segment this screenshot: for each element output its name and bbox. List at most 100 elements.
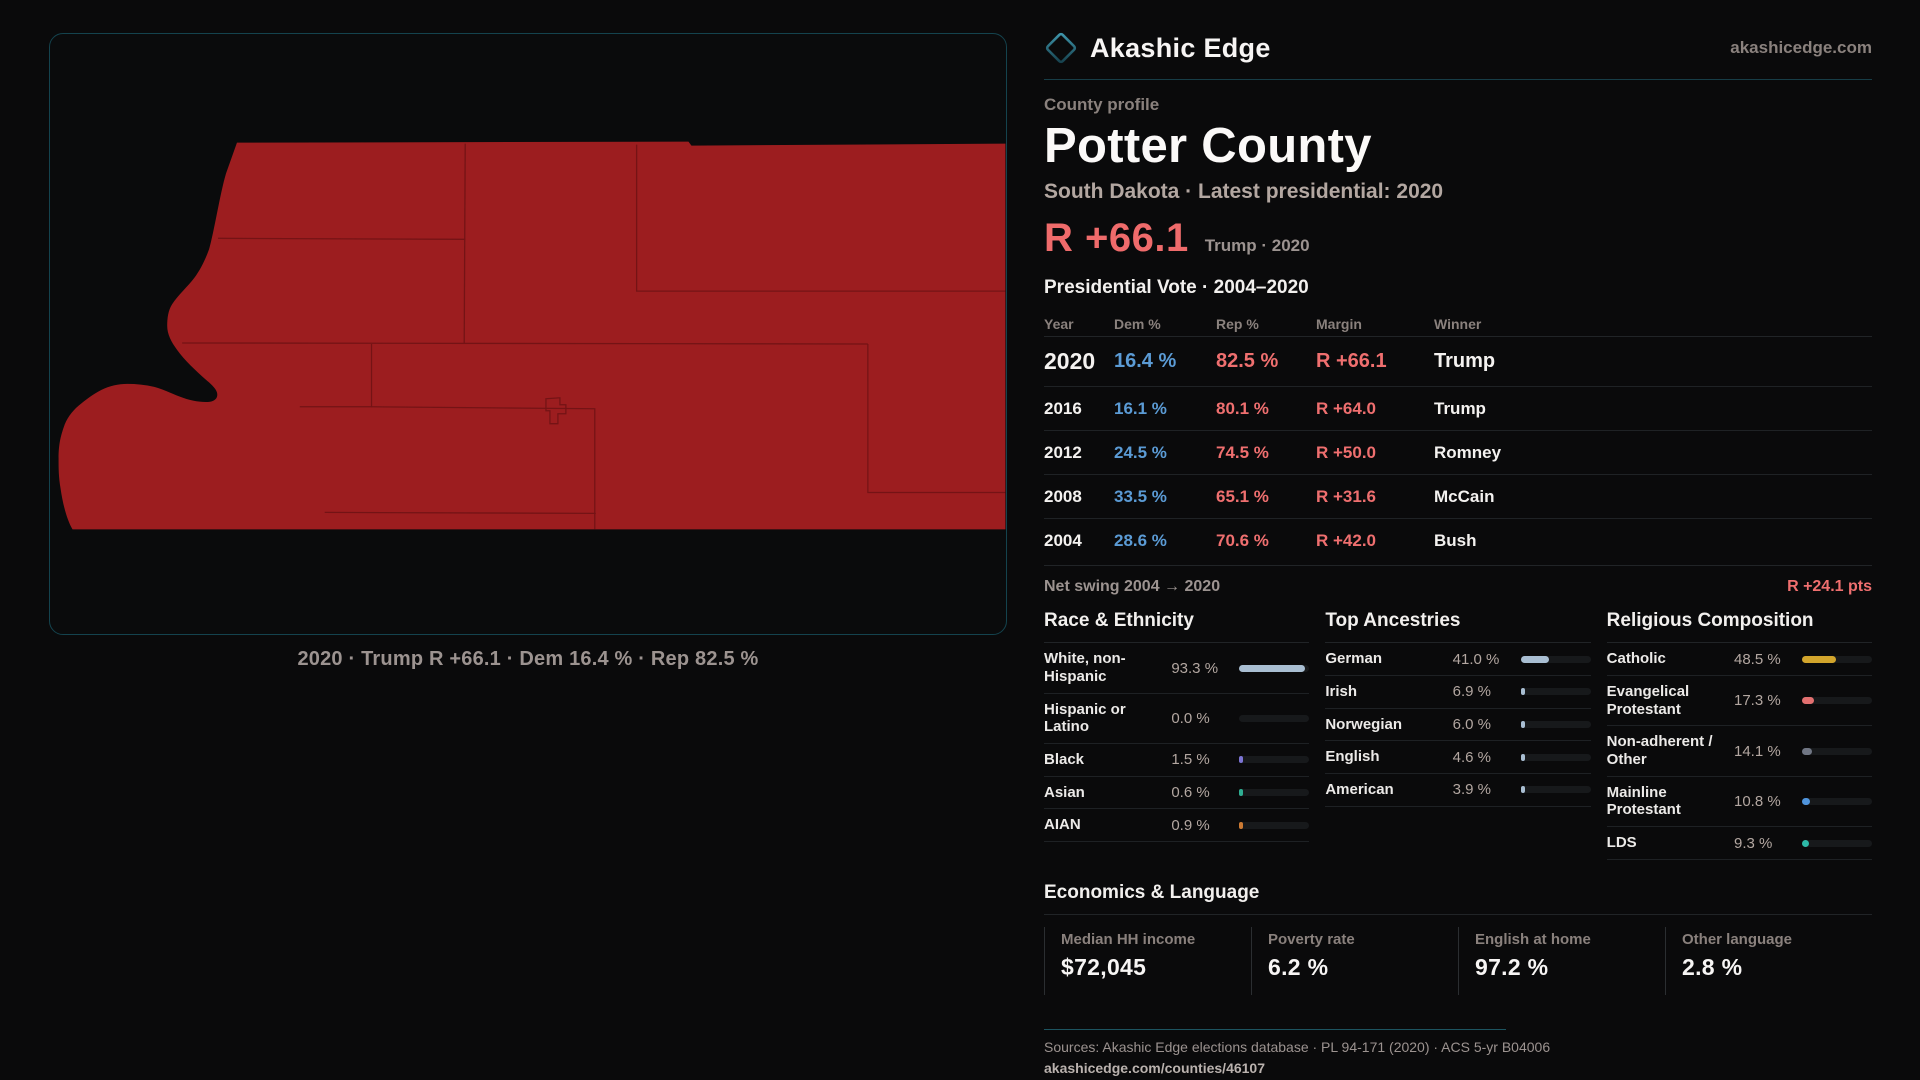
cell-dem: 28.6 %	[1114, 531, 1167, 551]
stat-row: Norwegian 6.0 %	[1325, 709, 1591, 742]
stat-bar-fill	[1802, 655, 1836, 663]
stat-bar	[1520, 786, 1591, 794]
stat-row: Irish 6.9 %	[1325, 676, 1591, 709]
stat-row: English 4.6 %	[1325, 741, 1591, 775]
net-swing-label: Net swing 2004 → 2020	[1044, 578, 1221, 596]
cell-year: 2012	[1044, 442, 1082, 462]
stat-row: American 3.9 %	[1325, 774, 1591, 807]
stat-value: 3.9 %	[1452, 781, 1492, 799]
diamond-logo-icon	[1045, 32, 1077, 64]
stat-bar-fill	[1239, 789, 1244, 797]
cell-dem: 16.4 %	[1114, 350, 1177, 373]
stat-row: LDS 9.3 %	[1606, 827, 1872, 860]
econ-stat: Poverty rate 6.2 %	[1251, 926, 1458, 995]
econ-stat: Other language 2.8 %	[1665, 926, 1872, 995]
econ-stat: English at home 97.2 %	[1458, 926, 1665, 995]
stat-bar-fill	[1802, 747, 1812, 755]
cell-year: 2020	[1044, 348, 1096, 375]
county-map	[58, 141, 1006, 530]
stat-row: White, non-Hispanic 93.3 %	[1044, 643, 1310, 694]
net-swing-value: R +24.1 pts	[1787, 578, 1872, 596]
stat-value: 0.9 %	[1171, 816, 1210, 834]
net-swing-row: Net swing 2004 → 2020 R +24.1 pts	[1044, 565, 1872, 596]
econ-stat-label: Poverty rate	[1268, 930, 1355, 948]
cell-rep: 74.5 %	[1216, 442, 1269, 462]
cell-margin: R +64.0	[1316, 398, 1377, 418]
stat-bar	[1239, 664, 1310, 672]
cell-dem: 16.1 %	[1114, 398, 1167, 418]
econ-stat-label: Median HH income	[1061, 930, 1196, 948]
column-header-dem: Dem %	[1114, 315, 1161, 332]
margin-callout: R +66.1 Trump · 2020	[1044, 216, 1872, 261]
stat-value: 17.3 %	[1734, 692, 1781, 710]
column-header-winner: Winner	[1434, 315, 1482, 332]
map-caption: 2020 · Trump R +66.1 · Dem 16.4 % · Rep …	[297, 648, 759, 670]
economics-section: Economics & Language Median HH income $72…	[1044, 882, 1872, 995]
stat-bar-fill	[1239, 821, 1244, 829]
brand: Akashic Edge	[1044, 31, 1271, 65]
stat-value: 93.3 %	[1171, 659, 1219, 677]
table-row: 2004 28.6 % 70.6 % R +42.0 Bush	[1044, 519, 1872, 563]
stat-label: LDS	[1606, 834, 1637, 852]
margin-value: R +66.1	[1044, 216, 1189, 261]
stat-value: 4.6 %	[1452, 748, 1492, 766]
column-header-rep: Rep %	[1216, 315, 1259, 332]
stat-value: 1.5 %	[1171, 751, 1210, 769]
margin-context: Trump · 2020	[1204, 236, 1310, 256]
brand-domain-link[interactable]: akashicedge.com	[1730, 38, 1872, 57]
county-profile-panel: Akashic Edge akashicedge.com County prof…	[1044, 28, 1872, 1078]
stat-row: Asian 0.6 %	[1044, 777, 1310, 810]
stat-label: Evangelical Protestant	[1606, 683, 1690, 718]
cell-rep: 80.1 %	[1216, 398, 1269, 418]
stat-label: Irish	[1325, 683, 1358, 701]
stat-bar-fill	[1802, 797, 1810, 805]
stat-bar-fill	[1520, 688, 1526, 696]
cell-margin: R +66.1	[1316, 350, 1387, 373]
footer-divider	[1044, 1028, 1506, 1030]
stat-bar-fill	[1802, 839, 1809, 847]
demo-column: Top Ancestries German 41.0 % Irish 6.9 % Norw…	[1325, 610, 1591, 860]
stat-bar	[1802, 839, 1872, 847]
demographics-grid: Race & Ethnicity White, non-Hispanic 93.3 …	[1044, 610, 1872, 860]
stat-bar-fill	[1239, 756, 1244, 764]
stat-row: AIAN 0.9 %	[1044, 809, 1310, 843]
cell-year: 2004	[1044, 531, 1082, 551]
stat-bar	[1802, 655, 1872, 663]
table-row: 2012 24.5 % 74.5 % R +50.0 Romney	[1044, 431, 1872, 476]
column-header-margin: Margin	[1316, 315, 1362, 332]
section-title: Top Ancestries	[1325, 610, 1591, 644]
cell-year: 2016	[1044, 398, 1082, 418]
column-header-year: Year	[1044, 315, 1074, 332]
econ-stat-value: 97.2 %	[1475, 953, 1549, 980]
cell-rep: 65.1 %	[1216, 486, 1269, 506]
stat-value: 14.1 %	[1734, 742, 1781, 760]
econ-stat: Median HH income $72,045	[1044, 926, 1251, 995]
econ-stat-value: $72,045	[1061, 953, 1147, 980]
stat-value: 6.9 %	[1452, 683, 1492, 701]
county-url-link[interactable]: akashicedge.com/counties/46107	[1044, 1059, 1265, 1076]
stat-label: Norwegian	[1325, 715, 1403, 733]
stat-bar-fill	[1520, 655, 1550, 663]
table-row: 2016 16.1 % 80.1 % R +64.0 Trump	[1044, 387, 1872, 432]
stat-row: Black 1.5 %	[1044, 744, 1310, 777]
stat-value: 48.5 %	[1734, 650, 1781, 668]
table-row: 2008 33.5 % 65.1 % R +31.6 McCain	[1044, 475, 1872, 520]
stat-bar-fill	[1520, 786, 1525, 794]
stat-label: Non-adherent / Other	[1606, 733, 1713, 769]
demo-column: Religious Composition Catholic 48.5 % Evang…	[1606, 610, 1872, 860]
stat-bar	[1239, 756, 1310, 764]
stat-bar	[1802, 697, 1872, 705]
stat-bar	[1239, 821, 1310, 829]
header-divider	[1044, 79, 1872, 80]
econ-stat-value: 2.8 %	[1682, 953, 1743, 980]
stat-bar	[1520, 721, 1591, 729]
vote-table-title: Presidential Vote · 2004–2020	[1044, 277, 1309, 299]
stat-row: Hispanic or Latino 0.0 %	[1044, 694, 1310, 745]
stat-value: 9.3 %	[1734, 834, 1773, 852]
brand-name: Akashic Edge	[1090, 32, 1271, 63]
economics-stats: Median HH income $72,045 Poverty rate 6.2 %…	[1044, 926, 1872, 995]
stat-label: White, non-Hispanic	[1044, 650, 1126, 686]
stat-value: 10.8 %	[1734, 792, 1781, 810]
cell-rep: 82.5 %	[1216, 350, 1279, 373]
